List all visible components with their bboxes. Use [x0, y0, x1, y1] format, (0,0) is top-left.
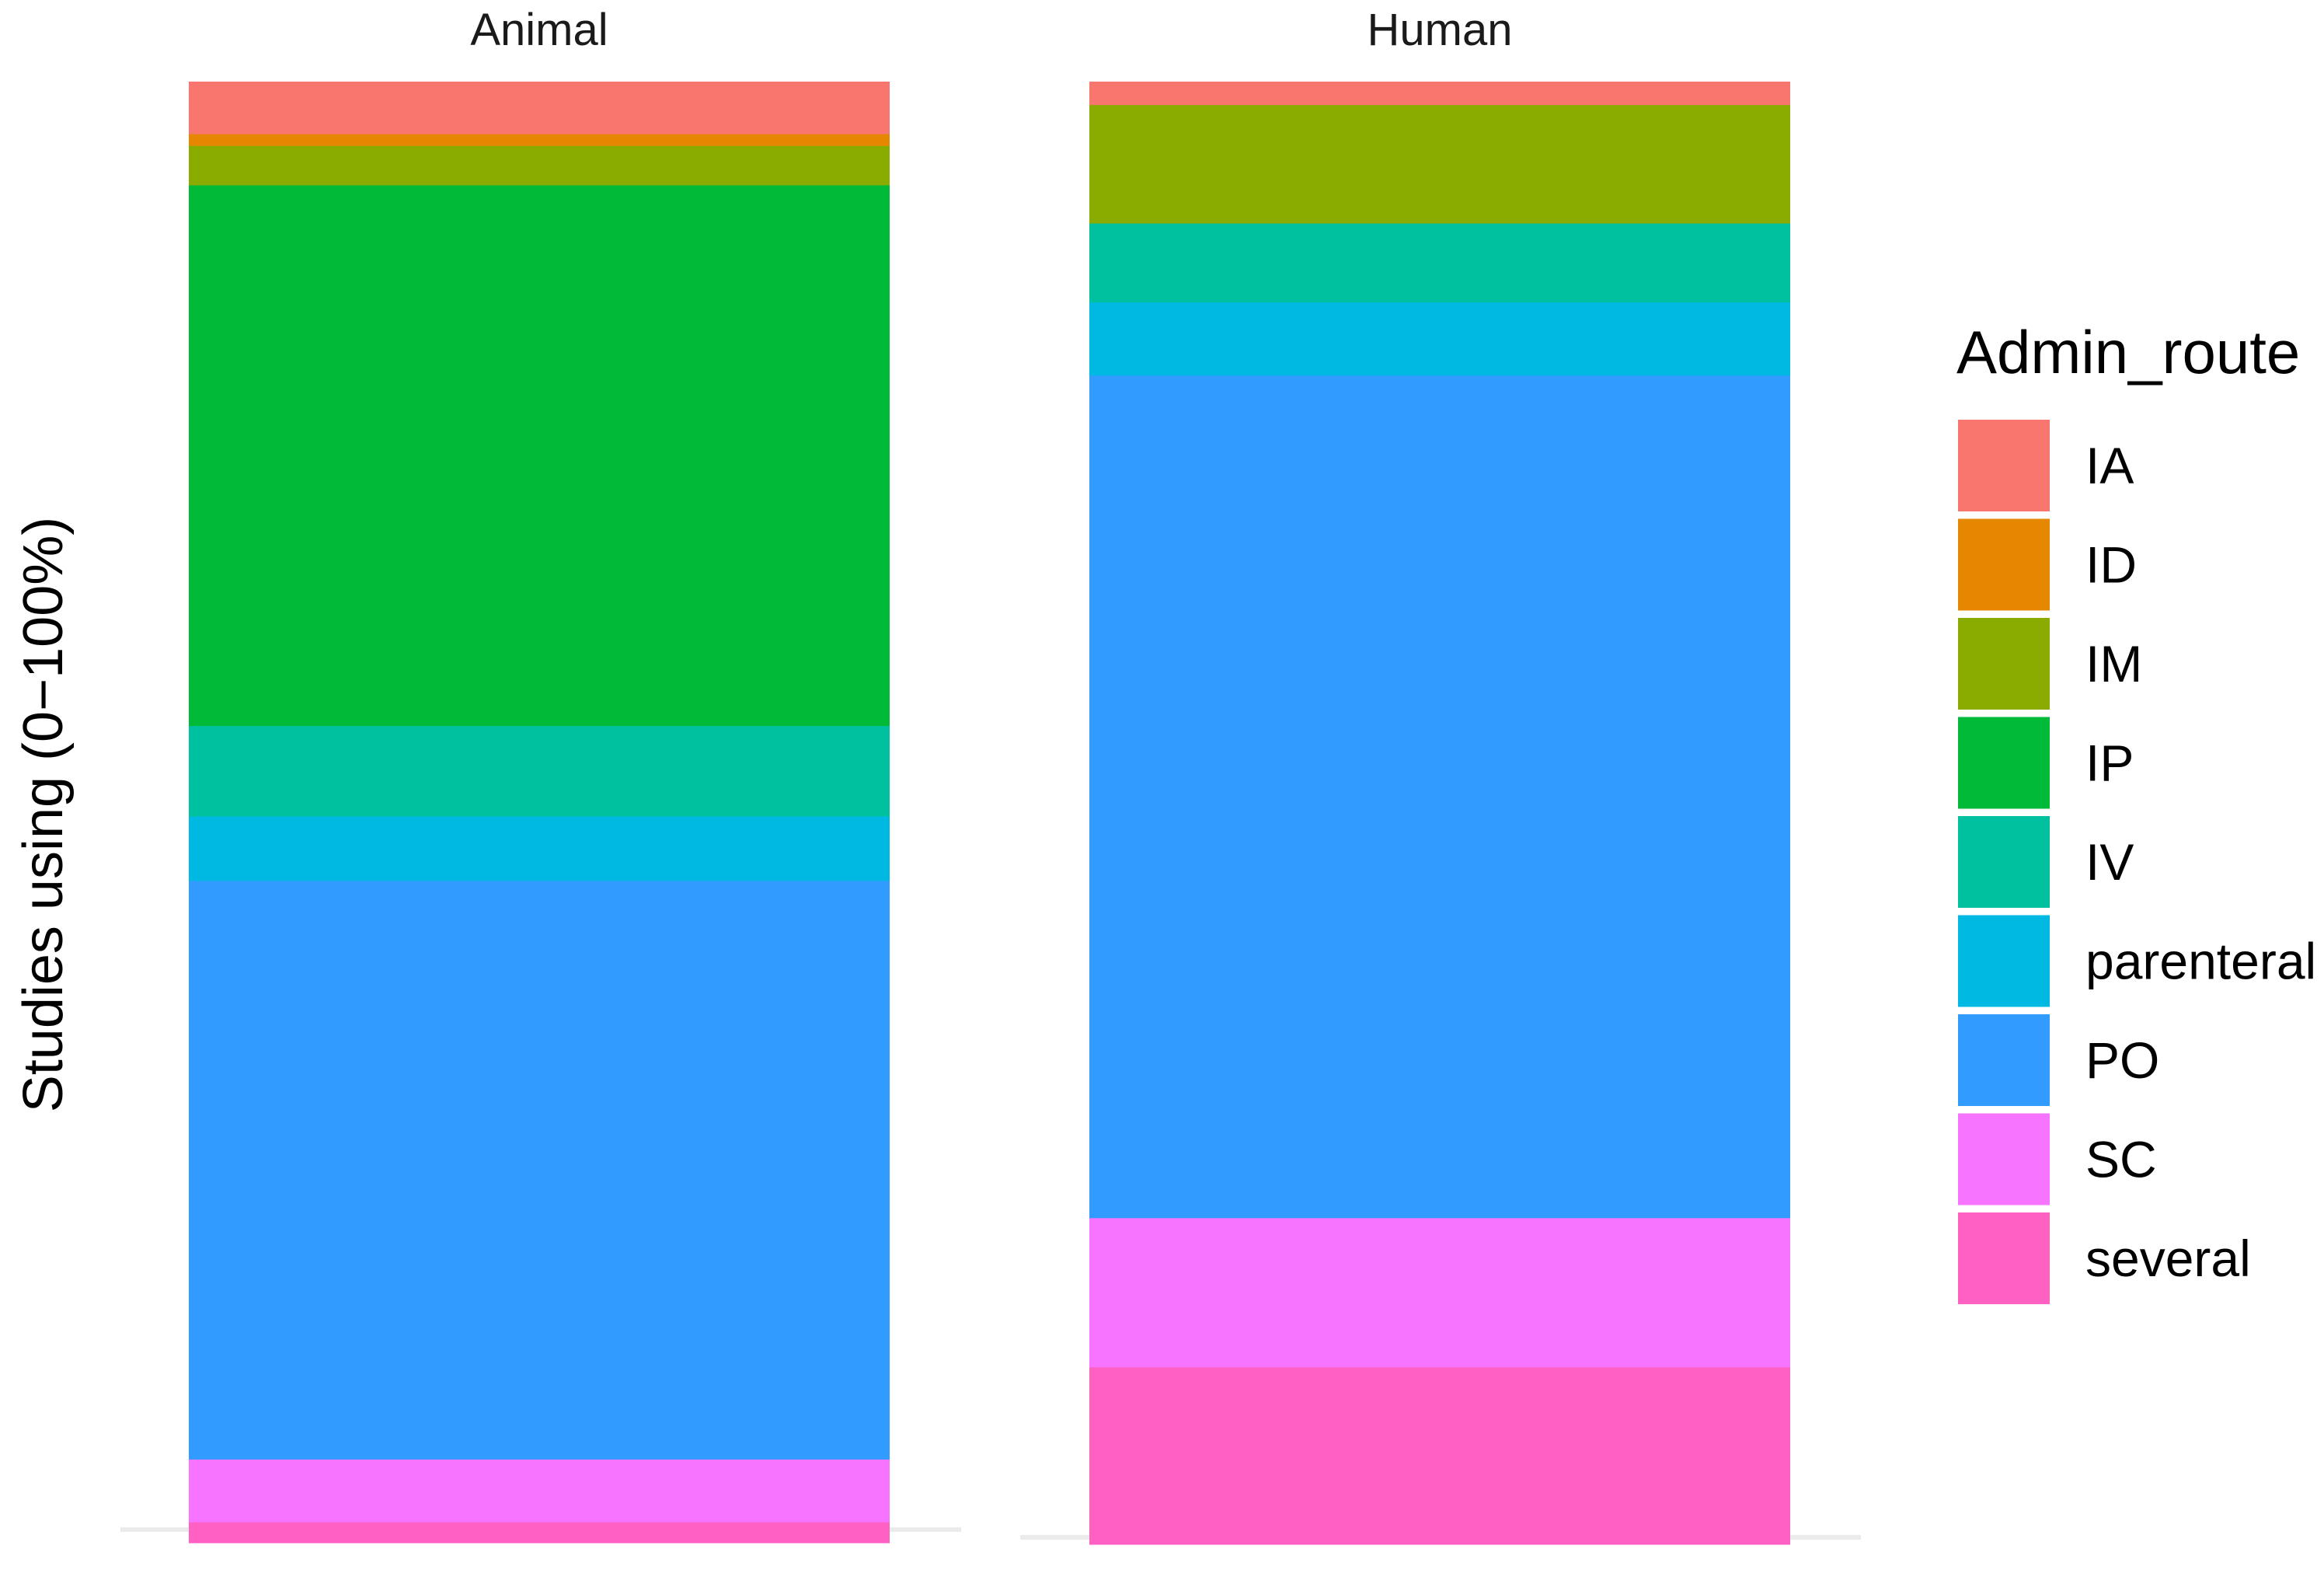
bar-segment-iv [189, 726, 890, 818]
legend-key-po [1958, 1014, 2050, 1106]
legend-label-iv: IV [2085, 833, 2134, 891]
panel-title-human: Human [1368, 5, 1513, 55]
bar-segment-po [189, 881, 890, 1460]
legend-key-sc [1958, 1113, 2050, 1205]
bar-segment-id [189, 134, 890, 147]
bar-segment-several [189, 1522, 890, 1544]
legend-label-sc: SC [2085, 1131, 2157, 1188]
y-axis-title: Studies using (0−100%) [12, 517, 75, 1112]
bar-segment-im [1089, 105, 1790, 225]
legend-label-ip: IP [2085, 734, 2134, 792]
bar-segment-parenteral [1089, 302, 1790, 376]
bar-segment-parenteral [189, 816, 890, 881]
legend-label-ia: IA [2085, 437, 2134, 494]
bar-segment-sc [189, 1459, 890, 1523]
bar-segment-several [1089, 1367, 1790, 1545]
legend-title: Admin_route [1956, 318, 2300, 386]
bar-segment-ia [1089, 82, 1790, 106]
bar-segment-po [1089, 375, 1790, 1219]
legend-label-po: PO [2085, 1031, 2159, 1089]
legend-key-ia [1958, 420, 2050, 511]
bars-layer [120, 82, 1861, 1545]
legend-key-parenteral [1958, 915, 2050, 1007]
legend-key-im [1958, 618, 2050, 710]
legend-label-several: several [2085, 1230, 2251, 1287]
bar-segment-ia [189, 82, 890, 135]
legend-label-id: ID [2085, 536, 2137, 594]
bar-segment-ip [189, 185, 890, 727]
legend-key-iv [1958, 816, 2050, 908]
bar-segment-iv [1089, 223, 1790, 303]
legend-label-parenteral: parenteral [2085, 933, 2316, 990]
bar-segment-sc [1089, 1218, 1790, 1368]
legend-key-id [1958, 518, 2050, 611]
legend: IA ID IM IP IV parenteral PO SC several [1958, 420, 2316, 1304]
legend-key-ip [1958, 717, 2050, 809]
panel-title-animal: Animal [470, 5, 608, 55]
legend-label-im: IM [2085, 635, 2142, 693]
bar-segment-im [189, 145, 890, 186]
legend-key-several [1958, 1212, 2050, 1304]
